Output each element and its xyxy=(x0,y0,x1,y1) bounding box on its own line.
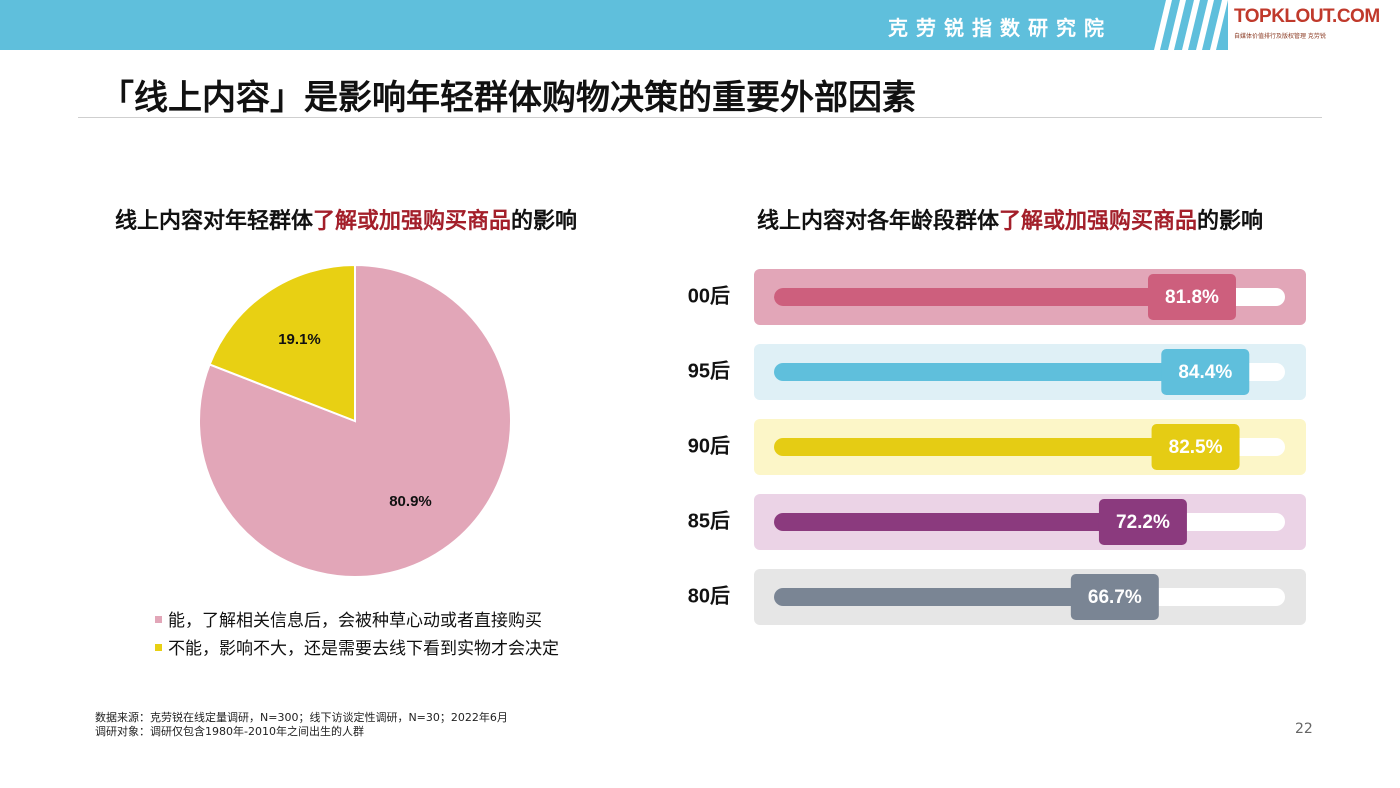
page-title: 「线上内容」是影响年轻群体购物决策的重要外部因素 xyxy=(100,78,916,118)
title-divider xyxy=(78,117,1322,118)
topklout-logo: TOPKLOUT.COM 自媒体价值排行及版权管理 克劳锐 xyxy=(1228,0,1400,50)
logo-subtext: 自媒体价值排行及版权管理 克劳锐 xyxy=(1234,33,1326,40)
bar-value-box-3 xyxy=(1098,499,1187,545)
bar-value-box-4 xyxy=(1070,574,1159,620)
header-stripes xyxy=(1154,0,1228,50)
bar-title-suffix: 的影响 xyxy=(1197,209,1264,234)
data-source-note: 数据来源：克劳锐在线定量调研，N=300；线下访谈定性调研，N=30；2022年… xyxy=(95,711,508,724)
category-label-4: 80后 xyxy=(688,584,730,607)
bar-fill-3 xyxy=(774,513,1143,531)
bar-chart-title: 线上内容对各年龄段群体了解或加强购买商品的影响 xyxy=(757,203,1263,235)
bar-value-box-0 xyxy=(1147,274,1236,320)
bar-value-label-3: 72.2% xyxy=(1116,512,1170,533)
bar-fill-2 xyxy=(774,438,1196,456)
pie-slice-1 xyxy=(208,263,356,423)
legend-swatch-yes xyxy=(155,615,162,623)
legend-label-no: 不能，影响不大，还是需要去线下看到实物才会决定 xyxy=(168,639,559,659)
bar-title-highlight: 了解或加强购买商品 xyxy=(999,209,1198,234)
pie-title-prefix: 线上内容对年轻群体 xyxy=(115,209,314,234)
bar-value-label-0: 81.8% xyxy=(1165,287,1219,308)
legend-swatch-no xyxy=(155,643,162,651)
legend-label-yes: 能，了解相关信息后，会被种草心动或者直接购买 xyxy=(168,611,542,631)
age-group-bar-chart: 00后 81.8% 95后 84.4% 90后 82.5% 85后 72.2% 80后 66.7% xyxy=(688,269,1306,625)
bar-fill-1 xyxy=(774,363,1206,381)
pie-chart: 80.9% 19.1% xyxy=(198,263,512,578)
bar-fill-0 xyxy=(774,288,1192,306)
category-label-3: 85后 xyxy=(688,509,730,532)
pie-label-1: 19.1% xyxy=(278,331,321,348)
bar-value-label-1: 84.4% xyxy=(1178,362,1232,383)
category-label-1: 95后 xyxy=(688,359,730,382)
category-label-2: 90后 xyxy=(688,434,730,457)
bar-value-label-4: 66.7% xyxy=(1088,587,1142,608)
page-number: 22 xyxy=(1295,721,1313,737)
pie-title-highlight: 了解或加强购买商品 xyxy=(313,209,512,234)
legend-item-yes: 能，了解相关信息后，会被种草心动或者直接购买 xyxy=(155,606,675,631)
pie-chart-title: 线上内容对年轻群体了解或加强购买商品的影响 xyxy=(115,203,577,235)
pie-title-suffix: 的影响 xyxy=(511,209,578,234)
legend-item-no: 不能，影响不大，还是需要去线下看到实物才会决定 xyxy=(155,634,675,659)
survey-subject-note: 调研对象：调研仅包含1980年-2010年之间出生的人群 xyxy=(95,725,364,738)
category-label-0: 00后 xyxy=(688,284,730,307)
logo-text: TOPKLOUT.COM xyxy=(1234,6,1380,27)
bar-fill-4 xyxy=(774,588,1115,606)
pie-label-0: 80.9% xyxy=(389,493,432,510)
bar-value-box-1 xyxy=(1161,349,1250,395)
bar-value-label-2: 82.5% xyxy=(1169,437,1223,458)
bar-title-prefix: 线上内容对各年龄段群体 xyxy=(757,209,1000,234)
header-bar: 克劳锐指数研究院 TOPKLOUT.COM 自媒体价值排行及版权管理 克劳锐 xyxy=(0,0,1400,50)
brand-title: 克劳锐指数研究院 xyxy=(888,16,1112,40)
bar-value-box-2 xyxy=(1151,424,1240,470)
